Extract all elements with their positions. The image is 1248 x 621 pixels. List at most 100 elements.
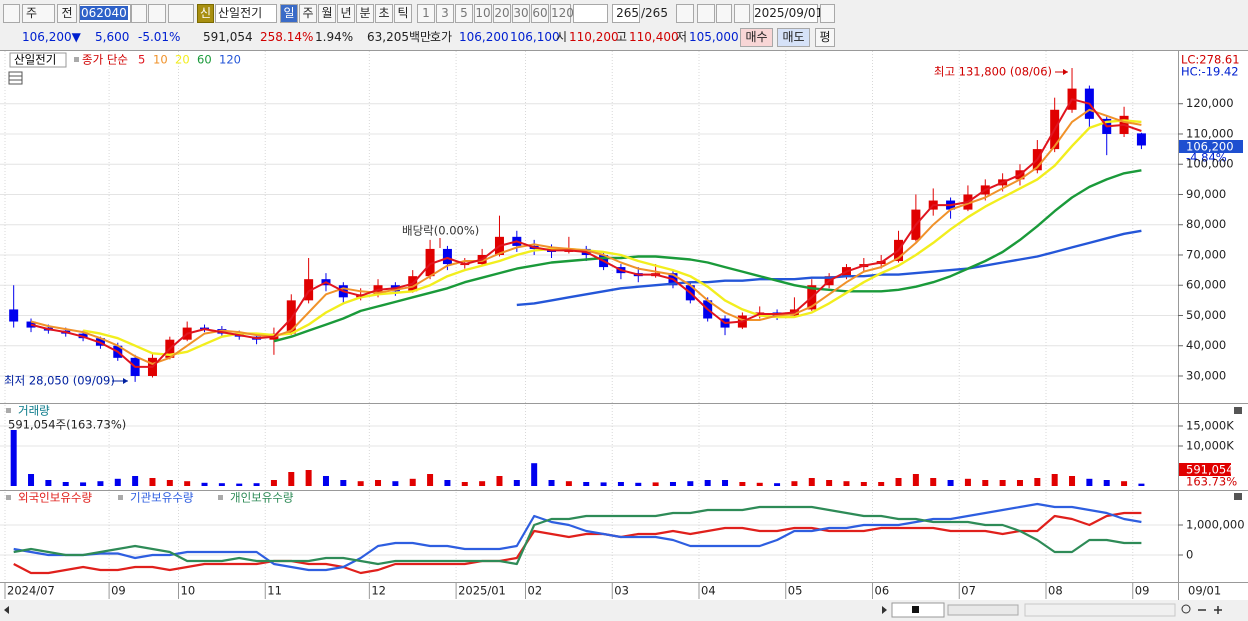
low-label: 저: [676, 30, 688, 44]
volume-bar: [409, 478, 416, 486]
volume-bar: [114, 478, 121, 486]
ask: 106,200: [459, 30, 509, 44]
minute-button[interactable]: 30: [512, 4, 530, 23]
minute-button[interactable]: 5: [455, 4, 473, 23]
volume-bar: [895, 478, 902, 486]
x-tick-label: 03: [614, 584, 629, 598]
save-button[interactable]: [716, 4, 732, 23]
minute-button[interactable]: 20: [493, 4, 511, 23]
tool-button[interactable]: [676, 4, 694, 23]
sell-button[interactable]: 매도: [777, 28, 810, 47]
period-button[interactable]: 월: [318, 4, 336, 23]
volume-bar: [62, 482, 69, 486]
holding-line: [13, 505, 1142, 566]
volume-bar: [461, 482, 468, 486]
period-button[interactable]: 틱: [394, 4, 412, 23]
volume-bar: [999, 480, 1006, 486]
search-button[interactable]: [148, 4, 166, 23]
volume-bar: [184, 481, 191, 486]
x-tick-label: 09: [1135, 584, 1150, 598]
legend-marker: [218, 495, 223, 500]
period-button[interactable]: 주: [299, 4, 317, 23]
volume-bar: [1069, 476, 1076, 486]
eval-button[interactable]: 평: [815, 28, 835, 47]
code-input[interactable]: 062040: [79, 4, 131, 23]
volume-bar: [10, 430, 17, 486]
lc-label: LC:278.61: [1181, 53, 1240, 67]
stop-button[interactable]: [912, 606, 919, 613]
stock-name: 산일전기: [215, 4, 277, 23]
tool-button[interactable]: [697, 4, 715, 23]
period-button[interactable]: 분: [356, 4, 374, 23]
last-price-box: [1179, 140, 1243, 153]
scroll-left[interactable]: [4, 606, 9, 614]
y-tick-label: 0: [1186, 548, 1193, 562]
volume-last-box: [1179, 463, 1231, 476]
y-tick-label: 10,000K: [1186, 439, 1234, 453]
x-tick-label: 06: [875, 584, 890, 598]
volume-bar: [843, 481, 850, 486]
badge: 신: [197, 4, 214, 23]
settings-button[interactable]: [734, 4, 750, 23]
y-tick-label: 120,000: [1186, 96, 1234, 110]
minute-button[interactable]: 3: [436, 4, 454, 23]
volume-bar: [669, 482, 676, 486]
minute-button[interactable]: 10: [474, 4, 492, 23]
menu-icon[interactable]: [3, 4, 20, 23]
minute-button[interactable]: 120: [550, 4, 574, 23]
volume-bar: [774, 483, 781, 486]
code-dropdown[interactable]: [131, 4, 147, 23]
last-change-label: -4.84%: [1186, 151, 1227, 165]
volume-bar: [166, 480, 173, 486]
volume-bar: [791, 481, 798, 486]
scroll-button[interactable]: [882, 606, 887, 614]
volume-bar: [826, 480, 833, 486]
volume-bar: [1138, 483, 1145, 486]
amount: 63,205백만: [367, 30, 432, 44]
plus-icon[interactable]: [1214, 606, 1222, 614]
period-button[interactable]: 일: [280, 4, 298, 23]
x-tick-label: 02: [528, 584, 543, 598]
volume-bar: [1103, 480, 1110, 486]
tool-icons[interactable]: [1024, 603, 1176, 617]
y-tick-label: 110,000: [1186, 126, 1234, 140]
volume-last-pct: 163.73%: [1186, 475, 1237, 489]
minute-button[interactable]: 1: [417, 4, 435, 23]
legend-marker: [6, 408, 11, 413]
volume-ratio: 258.14%: [260, 30, 314, 44]
turnover: 1.94%: [315, 30, 354, 44]
volume-bar: [930, 478, 937, 486]
period-button[interactable]: 년: [337, 4, 355, 23]
volume-bar: [617, 482, 624, 486]
count-total: /265: [641, 6, 668, 20]
legend-entry: 개인보유수량: [230, 491, 294, 505]
minute-button[interactable]: 60: [531, 4, 549, 23]
candle-body: [442, 248, 452, 265]
volume-bar: [947, 480, 954, 486]
buy-button[interactable]: 매수: [740, 28, 773, 47]
close-icon[interactable]: [1234, 493, 1242, 500]
zoom-slider[interactable]: [947, 604, 1019, 616]
x-tick-label: 12: [371, 584, 386, 598]
volume-bar: [1086, 478, 1093, 486]
table-icon[interactable]: [8, 71, 23, 85]
open: 110,200: [569, 30, 619, 44]
period-button[interactable]: 초: [375, 4, 393, 23]
candle-body: [1136, 133, 1146, 146]
volume: 591,054: [203, 30, 253, 44]
zoom-icon[interactable]: [1181, 604, 1191, 614]
sound-button[interactable]: [168, 4, 194, 23]
price: 106,200▼: [22, 30, 81, 44]
x-tick-label: 08: [1048, 584, 1063, 598]
count-input[interactable]: 265: [612, 4, 640, 23]
volume-bar: [1016, 480, 1023, 486]
close-icon[interactable]: [1234, 407, 1242, 414]
date-input[interactable]: 2025/09/01: [753, 4, 823, 23]
calendar-button[interactable]: [820, 4, 835, 23]
market-select[interactable]: 전: [57, 4, 77, 23]
type-select[interactable]: 주: [22, 4, 55, 23]
open-label: 시: [556, 30, 568, 44]
hc-label: HC:-19.42: [1181, 65, 1239, 79]
y-tick-label: 15,000K: [1186, 419, 1234, 433]
custom-period[interactable]: [573, 4, 608, 23]
